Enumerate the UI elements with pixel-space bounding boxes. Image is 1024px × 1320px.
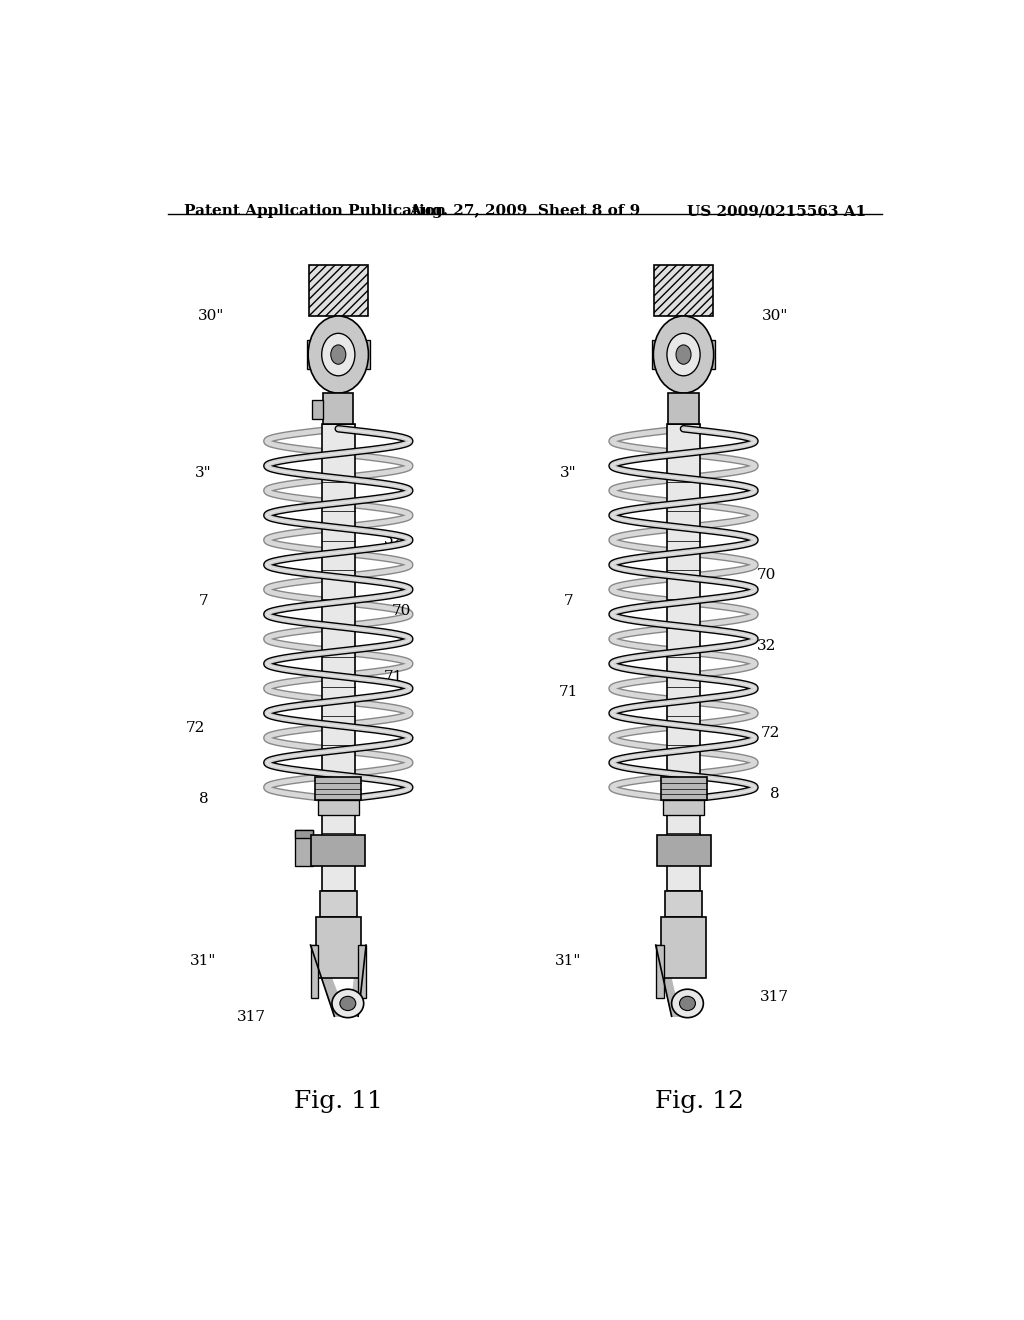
Text: 8: 8	[199, 792, 208, 805]
Text: 70: 70	[392, 603, 412, 618]
Text: 32: 32	[384, 532, 403, 546]
Text: 72: 72	[185, 721, 205, 735]
Text: 72: 72	[761, 726, 780, 739]
Text: Patent Application Publication: Patent Application Publication	[183, 205, 445, 218]
Polygon shape	[350, 945, 367, 1016]
Bar	[669, 393, 698, 424]
Bar	[651, 341, 666, 368]
Bar	[321, 891, 356, 916]
Text: 7: 7	[199, 594, 208, 607]
Text: Fig. 12: Fig. 12	[655, 1090, 743, 1113]
Polygon shape	[655, 945, 680, 1016]
Circle shape	[667, 334, 700, 376]
Text: 71: 71	[384, 669, 403, 684]
Text: 8: 8	[770, 787, 779, 801]
Text: US 2009/0215563 A1: US 2009/0215563 A1	[687, 205, 866, 218]
Bar	[296, 830, 313, 838]
Text: 3": 3"	[560, 466, 577, 480]
Bar	[666, 891, 701, 916]
Bar	[662, 916, 706, 978]
Bar	[324, 393, 353, 424]
Circle shape	[331, 345, 346, 364]
Bar	[355, 341, 370, 368]
Bar	[653, 265, 714, 315]
Bar	[653, 265, 714, 315]
Bar	[667, 424, 700, 891]
Bar	[312, 400, 324, 418]
Circle shape	[653, 315, 714, 393]
Text: 317: 317	[760, 990, 790, 1005]
Text: 71: 71	[559, 685, 579, 700]
Text: 31": 31"	[190, 954, 217, 969]
Text: 7: 7	[563, 594, 573, 607]
Ellipse shape	[340, 997, 355, 1011]
Bar	[308, 265, 368, 315]
Ellipse shape	[332, 989, 364, 1018]
Ellipse shape	[680, 997, 695, 1011]
Bar	[306, 341, 321, 368]
Circle shape	[308, 315, 369, 393]
Bar	[317, 800, 359, 814]
Bar	[296, 830, 313, 866]
Text: 32: 32	[757, 639, 776, 653]
Bar	[311, 836, 366, 866]
Bar	[663, 800, 705, 814]
Text: Fig. 11: Fig. 11	[294, 1090, 383, 1113]
Bar	[655, 945, 664, 998]
Ellipse shape	[672, 989, 703, 1018]
Bar	[660, 777, 707, 800]
Bar	[310, 945, 318, 998]
Text: 30": 30"	[198, 309, 224, 323]
Bar	[322, 424, 355, 891]
Text: 3": 3"	[196, 466, 212, 480]
Bar	[358, 945, 367, 998]
Circle shape	[322, 334, 355, 376]
Bar	[315, 777, 361, 800]
Text: 317: 317	[237, 1010, 265, 1024]
Bar	[316, 916, 360, 978]
Bar	[701, 341, 715, 368]
Bar	[656, 836, 711, 866]
Circle shape	[676, 345, 691, 364]
Text: 70: 70	[757, 568, 776, 582]
Text: Aug. 27, 2009  Sheet 8 of 9: Aug. 27, 2009 Sheet 8 of 9	[410, 205, 640, 218]
Text: 30": 30"	[762, 309, 788, 323]
Polygon shape	[310, 945, 346, 1016]
Bar	[308, 265, 368, 315]
Text: 31": 31"	[555, 954, 582, 969]
